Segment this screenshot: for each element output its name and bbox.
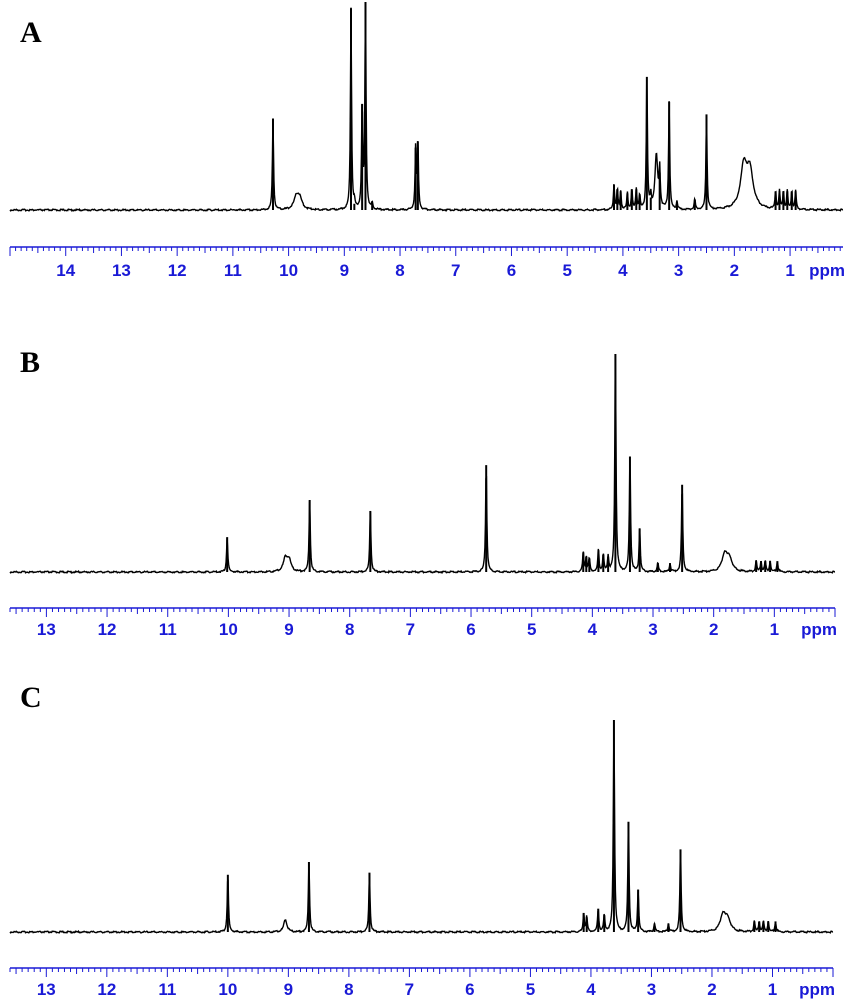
spectrum-panel-b: B 13 12 11 10 9 8 7 6 5 4 3 2 1 ppm [0,330,849,665]
tick-label: 2 [709,620,718,639]
tick-label: 7 [405,980,414,999]
tick-label: 4 [586,980,596,999]
tick-label: 10 [219,620,238,639]
tick-label: 5 [527,620,536,639]
tick-label: 3 [648,620,657,639]
tick-label: 1 [785,261,794,280]
tick-label: 12 [168,261,187,280]
panel-label-a: A [20,16,42,49]
tick-label: 6 [507,261,516,280]
tick-label: 9 [284,980,293,999]
tick-label: 7 [451,261,460,280]
tick-label: 8 [344,980,353,999]
panel-label-b: B [20,346,41,379]
spectrum-chart-c: 13 12 11 10 9 8 7 6 5 4 3 2 1 ppm [9,720,835,999]
tick-label: 5 [562,261,571,280]
axis-unit-label: ppm [801,620,837,639]
spectrum-trace [9,2,844,213]
tick-label: 11 [159,620,177,639]
panel-label-c: C [20,681,42,714]
axis-unit-label: ppm [809,261,845,280]
axis-unit-label: ppm [799,980,835,999]
tick-label: 7 [406,620,415,639]
tick-label: 4 [588,620,598,639]
tick-label: 6 [465,980,474,999]
spectrum-panel-a: A 14 13 12 11 10 9 8 7 6 5 4 3 2 1 ppm [0,0,849,330]
tick-label: 2 [730,261,739,280]
spectrum-panel-c: C 13 12 11 10 9 8 7 6 5 4 3 2 1 ppm [0,665,849,1000]
tick-label: 9 [284,620,293,639]
tick-label: 1 [768,980,777,999]
tick-label: 10 [279,261,298,280]
tick-label: 11 [158,980,176,999]
tick-label: 11 [224,261,242,280]
tick-label: 12 [97,980,116,999]
tick-label: 6 [466,620,475,639]
tick-label: 14 [56,261,75,280]
spectrum-chart-a: 14 13 12 11 10 9 8 7 6 5 4 3 2 1 ppm [9,2,845,280]
tick-label: 10 [218,980,237,999]
tick-label: 5 [526,980,535,999]
tick-label: 3 [647,980,656,999]
tick-label: 13 [37,620,56,639]
tick-label: 8 [345,620,354,639]
spectrum-trace [9,721,834,935]
tick-label: 9 [340,261,349,280]
tick-label: 4 [618,261,628,280]
tick-label: 12 [98,620,117,639]
tick-label: 3 [674,261,683,280]
tick-label: 8 [395,261,404,280]
tick-label: 1 [770,620,779,639]
tick-label: 2 [707,980,716,999]
spectrum-chart-b: 13 12 11 10 9 8 7 6 5 4 3 2 1 ppm [9,354,837,639]
tick-label: 13 [112,261,131,280]
tick-label: 13 [37,980,56,999]
spectrum-trace [9,355,836,575]
